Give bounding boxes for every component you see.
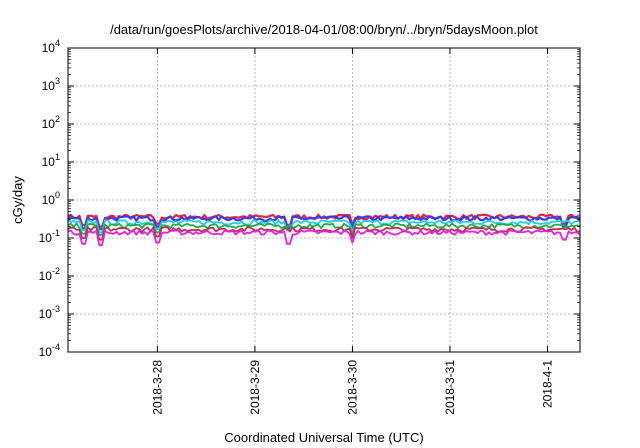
y-tick-label: 10-4 — [39, 342, 60, 359]
x-tick-label: 2018-3-30 — [345, 360, 359, 415]
series-lines — [67, 213, 581, 247]
x-axis-label: Coordinated Universal Time (UTC) — [224, 430, 423, 445]
y-tick-label: 100 — [42, 190, 60, 207]
y-tick-label: 103 — [42, 76, 60, 93]
y-tick-label: 101 — [42, 152, 60, 169]
y-axis-ticks: 10-4 10-3 10-2 10-1 100 101 102 103 104 — [39, 38, 580, 359]
x-axis-ticks: 2018-3-28 2018-3-29 2018-3-30 2018-3-31 2018… — [150, 48, 554, 415]
grid — [68, 48, 580, 352]
series-line — [67, 222, 581, 236]
chart-title: /data/run/goesPlots/archive/2018-04-01/0… — [110, 22, 538, 37]
x-tick-label: 2018-3-28 — [150, 360, 164, 415]
series-line — [67, 215, 581, 231]
y-axis-label: cGy/day — [10, 176, 25, 224]
x-tick-label: 2018-3-31 — [443, 360, 457, 415]
series-line — [67, 229, 581, 247]
y-tick-label: 10-2 — [39, 266, 60, 283]
y-tick-label: 10-1 — [39, 228, 60, 245]
x-tick-label: 2018-4-1 — [540, 360, 554, 408]
y-tick-label: 104 — [42, 38, 60, 55]
y-tick-label: 102 — [42, 114, 60, 131]
x-tick-label: 2018-3-29 — [248, 360, 262, 415]
series-line — [67, 226, 581, 241]
y-tick-label: 10-3 — [39, 304, 60, 321]
